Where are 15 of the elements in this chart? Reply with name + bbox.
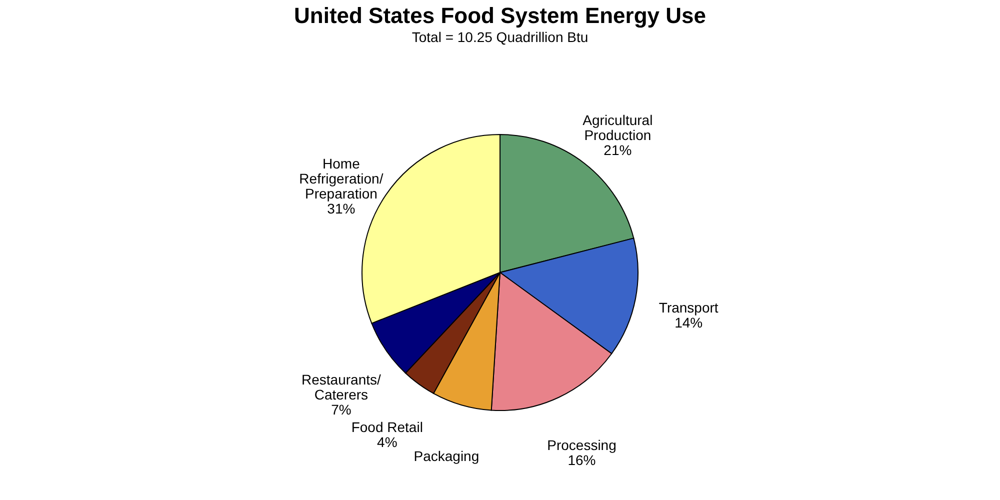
- slice-label: Food Retail: [351, 418, 423, 435]
- slice-label: Agricultural Production: [582, 112, 653, 143]
- data-label: 16%: [568, 452, 596, 468]
- chart-title: United States Food System Energy Use: [294, 3, 706, 28]
- data-label: 14%: [674, 314, 703, 330]
- data-label: 4%: [377, 434, 398, 450]
- slice-label: Packaging: [414, 448, 480, 464]
- slice-label: Processing: [547, 437, 616, 454]
- chart-subtitle: Total = 10.25 Quadrillion Btu: [412, 29, 588, 45]
- slice-label: Home Refrigeration/ Preparation: [299, 156, 384, 202]
- data-label: 21%: [604, 142, 632, 158]
- slice-label: Restaurants/ Caterers: [302, 371, 381, 402]
- slice-label: Transport: [658, 299, 718, 316]
- data-label: 31%: [327, 200, 356, 217]
- data-label: 7%: [331, 401, 352, 418]
